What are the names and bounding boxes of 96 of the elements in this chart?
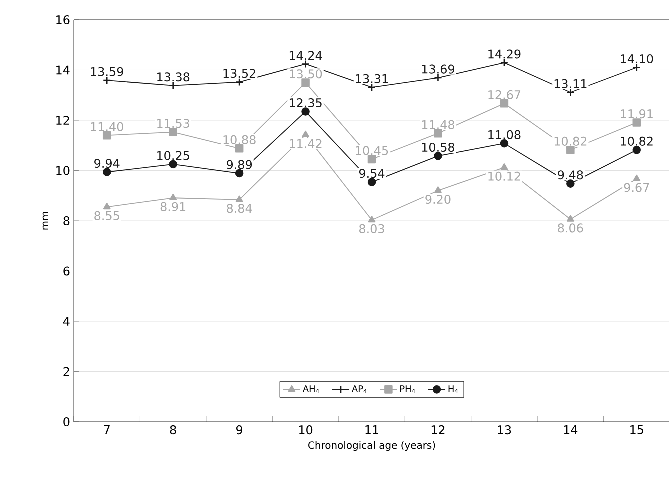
legend-label: H$_{4}$ [448, 386, 458, 394]
data-label: 9.67 [624, 183, 650, 192]
y-axis-title: mm [42, 212, 48, 230]
legend-label: AP$_{4}$ [352, 386, 367, 394]
point [368, 155, 376, 164]
data-label: 13.59 [91, 67, 124, 76]
data-label: 10.82 [621, 136, 653, 146]
y-tick-label: 16 [56, 15, 70, 25]
data-label: 9.54 [359, 169, 385, 178]
point [169, 128, 178, 136]
data-label: 11.48 [422, 120, 455, 130]
point [500, 139, 509, 148]
data-label: 13.52 [224, 69, 256, 78]
x-tick-label: 8 [170, 426, 176, 435]
point [169, 82, 178, 90]
data-label: 14.24 [290, 51, 322, 60]
data-label: 8.84 [227, 204, 252, 214]
data-label: 13.11 [554, 79, 587, 88]
data-label: 13.38 [158, 72, 190, 82]
point [632, 118, 642, 127]
x-tick-label: 10 [299, 426, 313, 435]
y-tick-label: 8 [64, 216, 70, 226]
point [368, 178, 376, 186]
data-label: 8.03 [360, 224, 384, 234]
point [632, 64, 642, 72]
data-label: 10.82 [554, 136, 587, 146]
point [633, 174, 641, 182]
point [434, 129, 442, 138]
legend-label: AH$_{4}$ [302, 386, 320, 394]
y-tick-label: 6 [64, 266, 70, 276]
y-tick-label: 0 [64, 417, 70, 427]
data-label: 9.94 [94, 159, 120, 168]
data-label: 11.53 [158, 119, 190, 128]
data-label: 10.58 [422, 142, 455, 152]
point [235, 169, 244, 178]
x-tick-label: 14 [564, 426, 578, 434]
x-tick-label: 15 [630, 426, 644, 434]
point [434, 152, 442, 160]
point [170, 194, 178, 201]
point [500, 100, 509, 108]
point [235, 78, 244, 86]
point [102, 76, 112, 85]
point [434, 74, 442, 82]
point [102, 168, 112, 176]
data-label: 11.42 [290, 139, 322, 148]
point [500, 58, 509, 68]
data-label: 9.48 [558, 170, 584, 180]
point [102, 131, 112, 140]
legend-label: PH$_{4}$ [400, 386, 416, 394]
point [302, 108, 310, 116]
point [302, 78, 310, 87]
point [103, 203, 111, 210]
point [567, 215, 574, 222]
point [302, 60, 310, 68]
data-label: 10.25 [158, 151, 190, 160]
y-tick-label: 4 [63, 317, 70, 326]
data-label: 11.08 [488, 130, 521, 140]
point [566, 146, 575, 154]
x-axis-title: Chronological age (years) [308, 441, 436, 452]
y-tick-label: 14 [56, 66, 70, 75]
point [500, 164, 508, 170]
x-tick-label: 7 [104, 426, 110, 434]
x-tick-label: 9 [236, 426, 243, 435]
point [434, 186, 442, 194]
point [566, 180, 575, 188]
data-label: 14.10 [621, 54, 654, 64]
point [302, 130, 310, 138]
data-label: 10.12 [488, 172, 520, 181]
data-label: 11.91 [621, 110, 653, 119]
data-label: 8.91 [160, 202, 186, 212]
data-label: 13.50 [290, 70, 322, 79]
data-label: 12.67 [488, 90, 521, 100]
x-tick-label: 13 [498, 426, 512, 435]
point [235, 144, 244, 153]
data-label: 14.29 [488, 50, 521, 59]
x-tick-label: 12 [432, 426, 445, 434]
point [236, 196, 244, 202]
data-label: 8.55 [94, 211, 120, 220]
data-label: 13.31 [356, 74, 388, 84]
data-label: 10.88 [224, 135, 256, 144]
y-tick-label: 10 [56, 166, 70, 176]
point [368, 216, 376, 223]
data-label: 9.89 [227, 160, 252, 170]
data-label: 8.06 [558, 224, 584, 233]
data-label: 11.40 [91, 122, 124, 132]
point [566, 88, 575, 97]
x-tick-label: 11 [366, 426, 378, 434]
point [632, 146, 642, 154]
point [368, 83, 376, 92]
y-tick-label: 2 [64, 367, 70, 376]
data-label: 13.69 [422, 64, 454, 74]
data-label: 12.35 [290, 98, 322, 108]
point [169, 160, 178, 169]
data-label: 10.45 [356, 146, 388, 156]
y-tick-label: 12 [56, 116, 70, 125]
data-label: 9.20 [426, 195, 451, 204]
